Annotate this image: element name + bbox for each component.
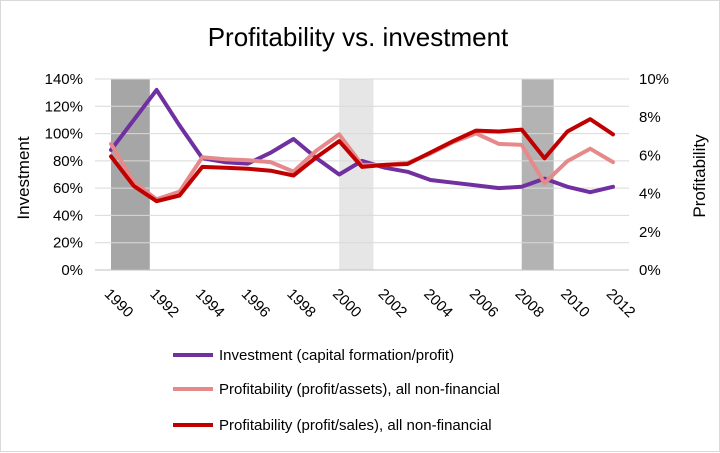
x-tick-label: 1998 (283, 286, 319, 322)
x-tick-label: 1992 (146, 286, 182, 322)
series-line-0 (109, 87, 615, 195)
left-y-axis-title: Investment (14, 136, 33, 219)
right-y-axis-title: Profitability (690, 134, 709, 218)
x-tick-label: 2010 (557, 286, 593, 322)
x-tick-label: 2002 (375, 286, 411, 322)
x-tick-label: 2006 (466, 286, 502, 322)
left-tick-label: 120% (45, 98, 83, 115)
left-tick-label: 40% (53, 207, 83, 224)
shaded-period-1 (339, 79, 374, 270)
right-tick-label: 0% (639, 262, 661, 279)
legend-label-2: Profitability (profit/sales), all non-fi… (219, 417, 492, 434)
left-tick-label: 80% (53, 153, 83, 170)
x-tick-label: 1994 (192, 286, 228, 322)
shaded-periods (111, 79, 554, 270)
legend-label-1: Profitability (profit/assets), all non-f… (219, 381, 500, 398)
legend-label-0: Investment (capital formation/profit) (219, 347, 454, 364)
x-tick-label: 1990 (101, 286, 137, 322)
x-tick-label: 2008 (512, 286, 548, 322)
right-tick-label: 4% (639, 186, 661, 203)
series-line-2 (109, 117, 615, 204)
left-tick-label: 0% (61, 262, 83, 279)
x-tick-label: 2000 (329, 286, 365, 322)
x-axis-ticks: 1990 1992 1994 1996 1998 2000 2002 2004 2006 2008… (101, 286, 639, 322)
left-tick-label: 60% (53, 180, 83, 197)
legend: Investment (capital formation/profit) Pro… (173, 347, 500, 434)
x-tick-label: 1996 (238, 286, 274, 322)
right-tick-label: 6% (639, 147, 661, 164)
left-tick-label: 100% (45, 126, 83, 143)
left-tick-label: 20% (53, 235, 83, 252)
x-tick-label: 2004 (420, 286, 456, 322)
left-y-axis-ticks: 0% 20% 40% 60% 80% 100% 120% 140% (45, 71, 83, 279)
x-tick-label: 2012 (603, 286, 639, 322)
right-tick-label: 2% (639, 224, 661, 241)
right-tick-label: 8% (639, 109, 661, 126)
right-y-axis-ticks: 0% 2% 4% 6% 8% 10% (639, 71, 669, 279)
right-tick-label: 10% (639, 71, 669, 88)
left-tick-label: 140% (45, 71, 83, 88)
chart-title: Profitability vs. investment (208, 22, 509, 52)
series-lines (109, 87, 615, 204)
